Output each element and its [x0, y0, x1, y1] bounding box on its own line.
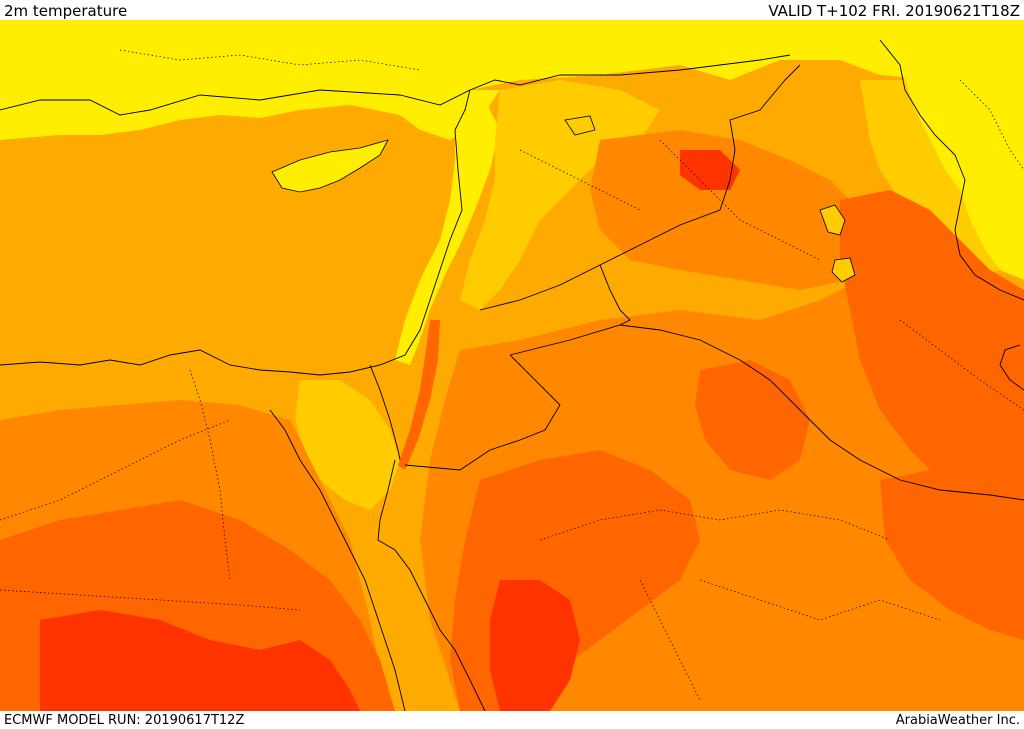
border-iraq-saudi — [509, 324, 1024, 501]
boundary-iraq-a — [659, 139, 821, 261]
boundary-egypt-b — [189, 369, 231, 581]
border-turkey-syria — [469, 54, 791, 91]
temp-zone-red-orange-central — [695, 360, 810, 480]
lake-habbaniyah — [831, 257, 856, 283]
jordan-valley-strip — [398, 320, 440, 470]
temp-zone-red-orange-gulf — [840, 190, 1024, 540]
border-iraq-saudi-north — [599, 264, 631, 326]
lake-tharthar — [819, 204, 846, 236]
temp-zone-light-orange-iran — [860, 80, 1000, 275]
border-syria-iraq — [479, 64, 801, 311]
coastlines-and-borders — [0, 39, 1024, 711]
map-title: 2m temperature — [4, 2, 128, 20]
boundary-saudi-a — [539, 509, 891, 541]
temp-zone-light-orange-sinai — [295, 380, 400, 510]
temp-zone-red-spot — [680, 150, 740, 190]
border-iran-iraq — [879, 39, 1024, 301]
temp-zone-yellow-levant — [395, 100, 500, 365]
temp-zone-light-orange-syria — [460, 80, 660, 310]
lake-assad — [564, 115, 596, 136]
coastline-levant — [0, 129, 463, 376]
internal-boundaries — [0, 49, 1024, 701]
border-jordan-saudi — [404, 354, 561, 471]
boundary-iran-b — [899, 319, 1024, 411]
boundary-turkey-a — [119, 49, 421, 71]
boundary-iran-a — [959, 79, 1024, 171]
coastline-persian-gulf — [999, 344, 1024, 391]
temp-zone-yellow-tongue — [0, 90, 500, 140]
border-egypt-israel — [369, 364, 401, 461]
boundary-sudan-a — [0, 589, 301, 611]
cyprus-island — [271, 139, 389, 193]
header-bar: 2m temperature VALID T+102 FRI. 20190621… — [0, 0, 1024, 20]
temp-zone-yellow-northeast — [880, 40, 1024, 280]
credit-text: ArabiaWeather Inc. — [895, 713, 1020, 728]
coastline-red-sea-east — [377, 459, 486, 711]
temp-zone-yellow-north — [0, 20, 1024, 115]
temp-zone-red-orange-east — [880, 470, 1024, 640]
footer-bar: ECMWF MODEL RUN: 20190617T12Z ArabiaWeat… — [0, 711, 1024, 729]
temp-zone-red-sudan — [40, 610, 360, 711]
map-canvas — [0, 20, 1024, 711]
model-run: ECMWF MODEL RUN: 20190617T12Z — [4, 713, 245, 728]
coastline-red-sea-west — [269, 409, 406, 711]
temperature-map[interactable] — [0, 20, 1024, 711]
temp-zone-red-hijaz — [490, 580, 580, 711]
valid-time: VALID T+102 FRI. 20190621T18Z — [768, 2, 1020, 20]
